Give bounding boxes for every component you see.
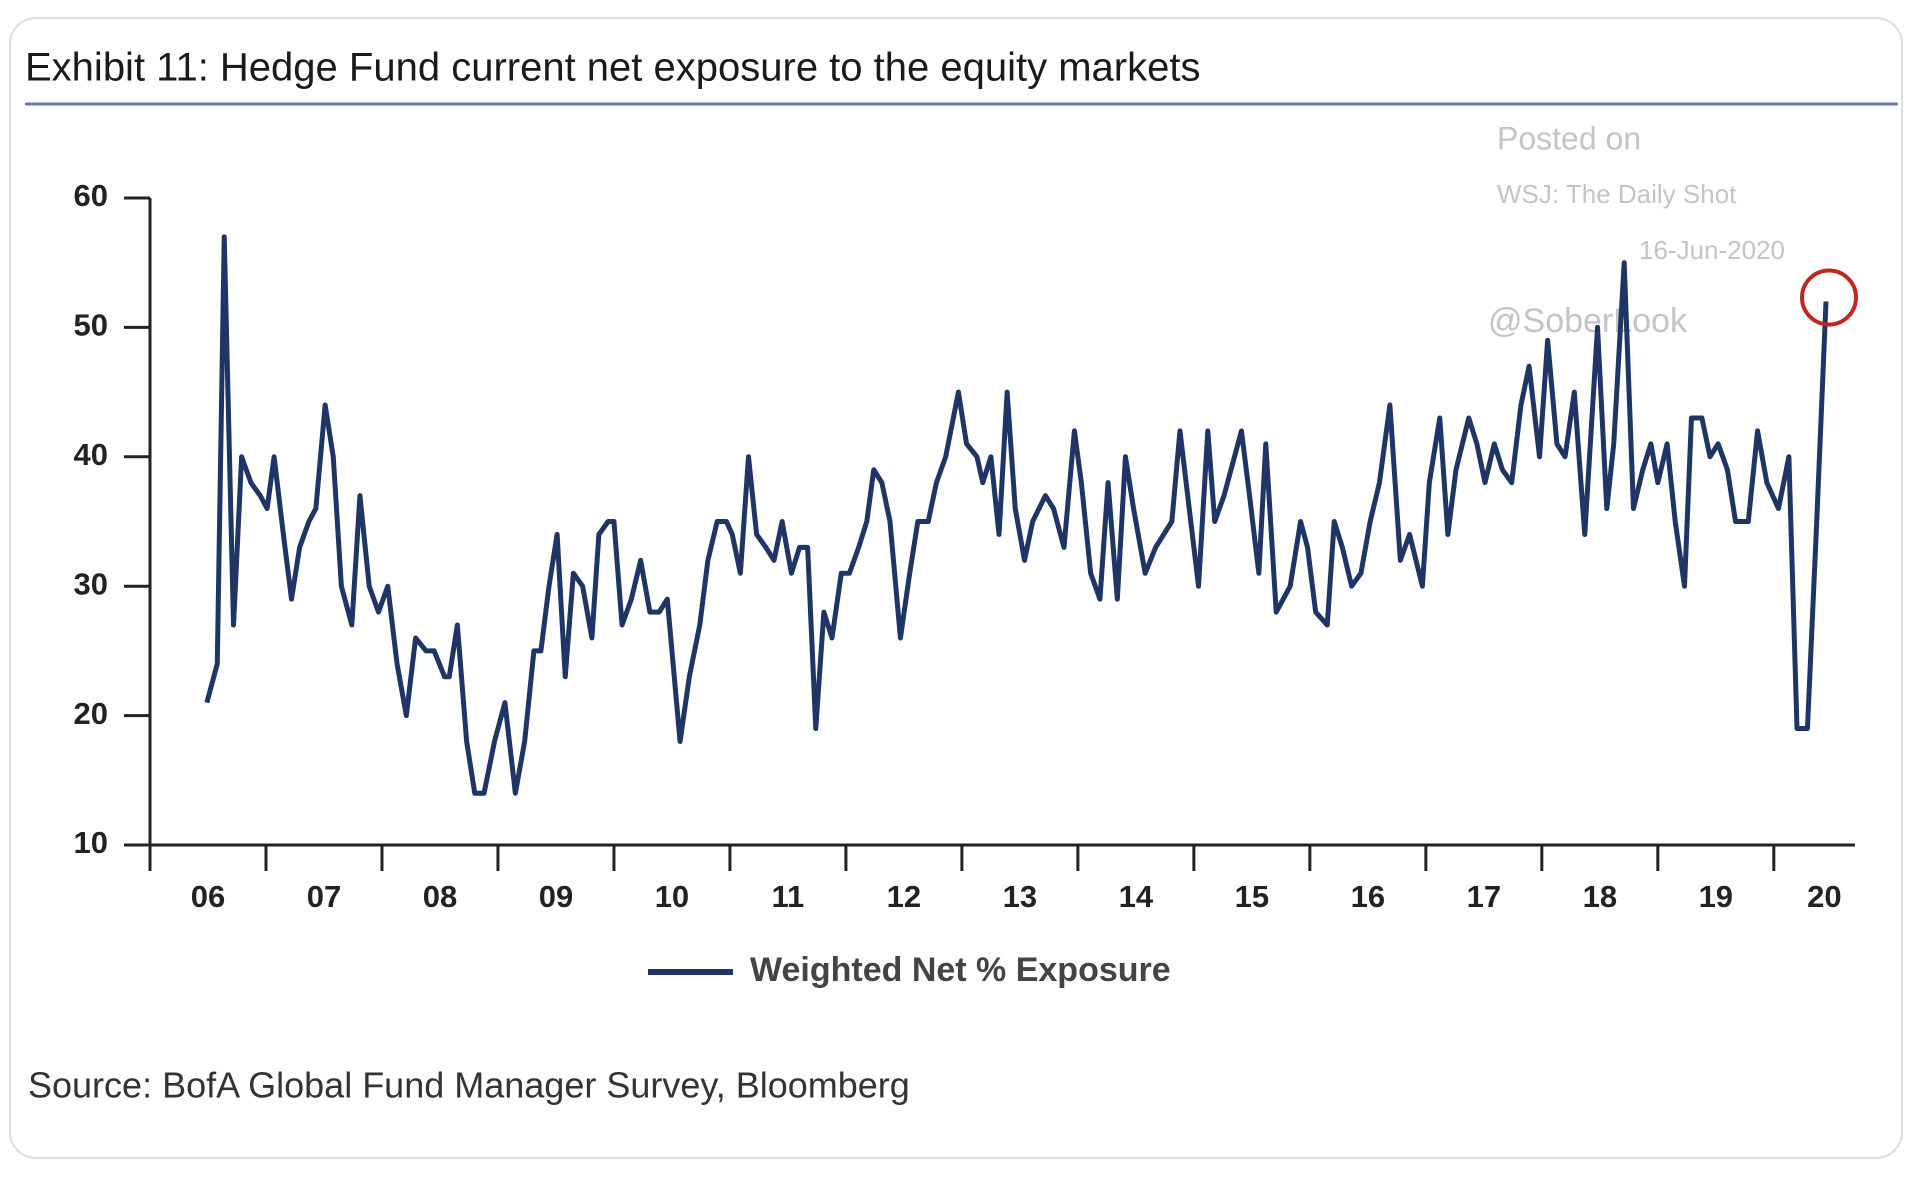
legend-label: Weighted Net % Exposure: [750, 951, 1171, 989]
x-tick-label: 13: [1003, 879, 1037, 914]
source: Source: BofA Global Fund Manager Survey,…: [28, 1065, 910, 1106]
x-tick-label: 14: [1119, 879, 1154, 914]
x-tick-label: 12: [887, 879, 921, 914]
y-tick-label: 50: [74, 308, 108, 343]
y-tick-label: 40: [74, 437, 108, 472]
y-tick-label: 30: [74, 566, 108, 601]
x-tick-label: 15: [1235, 879, 1269, 914]
watermark: @SoberLook: [1488, 302, 1688, 340]
card: [9, 17, 1903, 1159]
chart-title: Exhibit 11: Hedge Fund current net expos…: [25, 46, 1200, 90]
highlight-circle: [1800, 268, 1859, 327]
series-line: [204, 234, 1829, 796]
x-tick-label: 09: [539, 879, 573, 914]
x-tick-label: 06: [191, 879, 225, 914]
x-tick-label: 11: [772, 879, 805, 914]
y-tick-label: 60: [74, 178, 108, 213]
watermark: WSJ: The Daily Shot: [1497, 179, 1737, 209]
x-tick-label: 18: [1583, 879, 1617, 914]
y-tick-label: 10: [74, 825, 108, 860]
x-tick-label: 17: [1467, 879, 1501, 914]
x-tick-label: 20: [1807, 879, 1841, 914]
watermark: 16-Jun-2020: [1639, 235, 1785, 265]
x-tick-label: 19: [1699, 879, 1733, 914]
y-tick-label: 20: [74, 696, 108, 731]
x-tick-label: 16: [1351, 879, 1385, 914]
watermark: Posted on: [1497, 120, 1641, 156]
x-tick-label: 08: [423, 879, 457, 914]
x-tick-label: 10: [655, 879, 689, 914]
x-tick-label: 07: [307, 879, 341, 914]
